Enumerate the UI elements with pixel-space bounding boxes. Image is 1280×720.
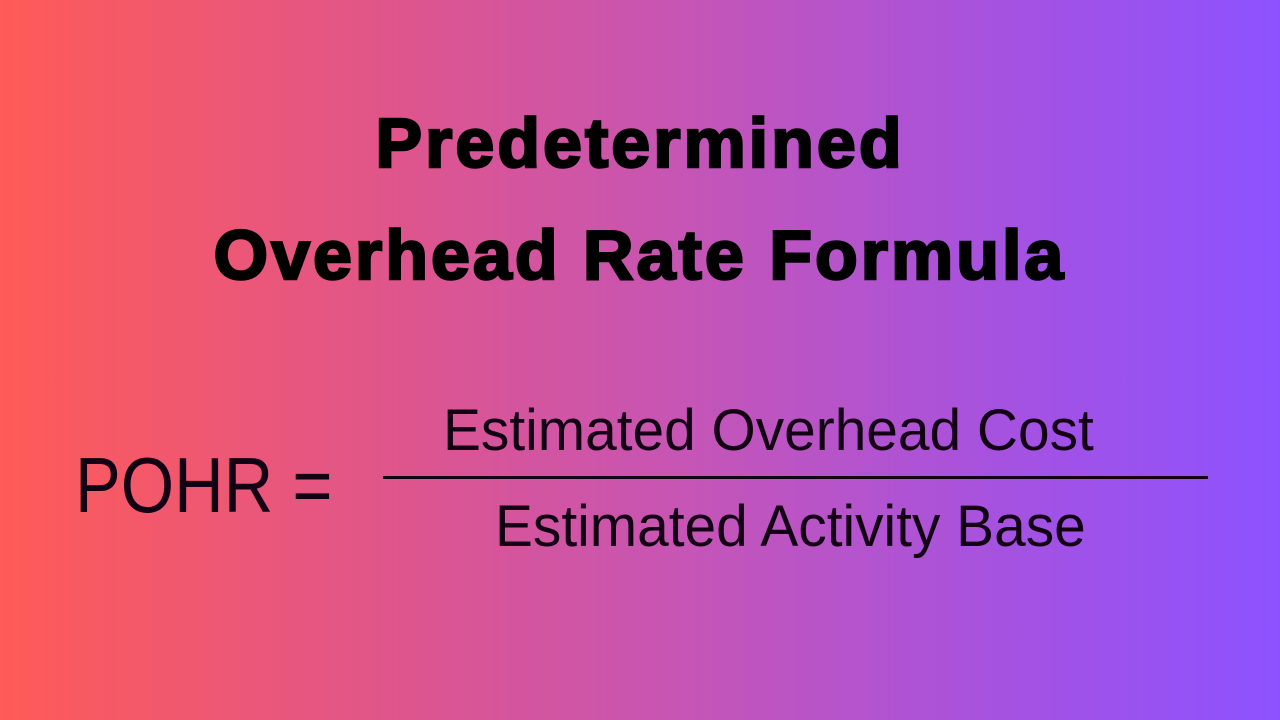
formula-numerator: Estimated Overhead Cost xyxy=(443,398,1094,463)
fraction-bar xyxy=(383,476,1208,479)
title-line-1: Predetermined xyxy=(374,104,905,182)
formula-lhs: POHR = xyxy=(75,441,333,529)
formula-denominator: Estimated Activity Base xyxy=(495,494,1086,559)
title-line-2: Overhead Rate Formula xyxy=(212,216,1067,294)
